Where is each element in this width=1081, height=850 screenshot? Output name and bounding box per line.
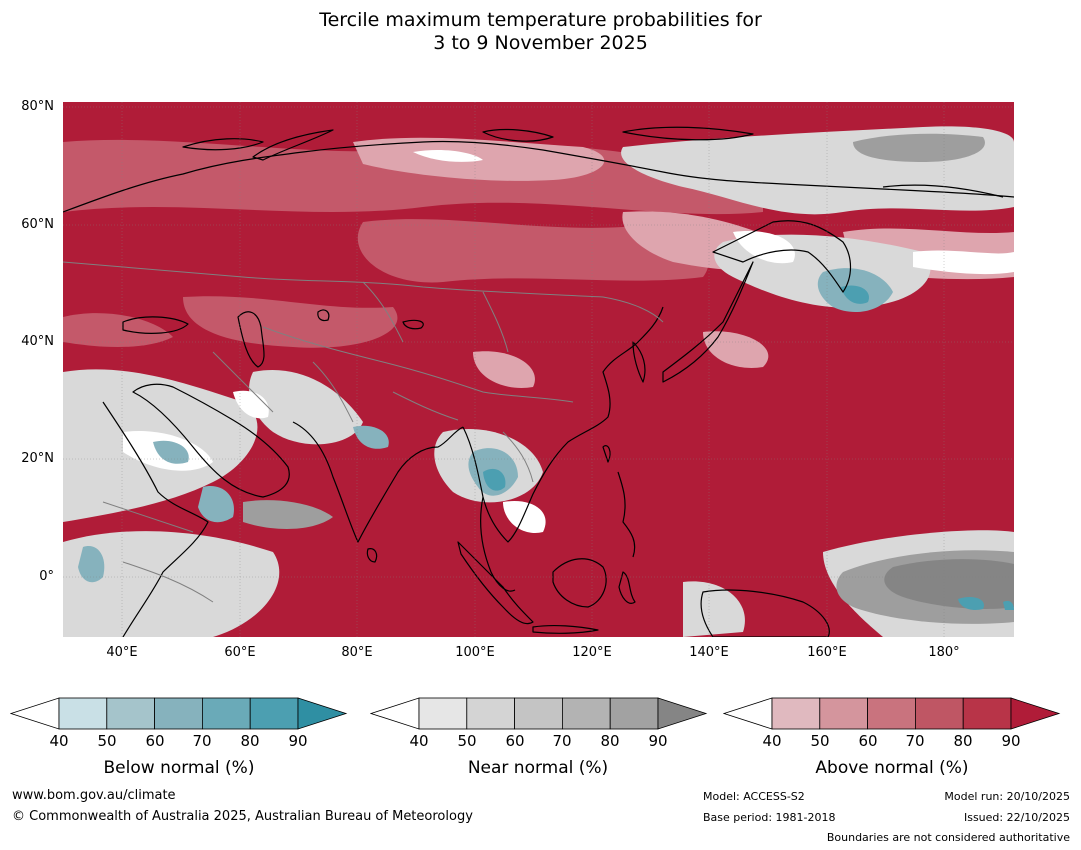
lat-label-40n: 40°N <box>21 334 54 349</box>
below-colorbar-upper-extension <box>297 697 348 730</box>
near-colorbar-bin-2 <box>466 697 516 730</box>
boundaries-disclaimer: Boundaries are not considered authoritat… <box>826 831 1070 844</box>
below-colorbar-lower-extension <box>10 697 60 730</box>
above-tick-40: 40 <box>762 732 782 750</box>
above-colorbar-bin-3 <box>867 697 916 730</box>
issued-date: Issued: 22/10/2025 <box>963 811 1070 824</box>
above-tick-70: 70 <box>905 732 925 750</box>
above-tick-90: 90 <box>1001 732 1021 750</box>
near-normal-darkest-region <box>884 559 1014 609</box>
near-tick-70: 70 <box>552 732 572 750</box>
above-colorbar-lower-extension <box>723 697 773 730</box>
lon-label-140e: 140°E <box>689 645 729 660</box>
coastlines <box>63 126 1014 637</box>
near-tick-40: 40 <box>409 732 429 750</box>
lat-label-20n: 20°N <box>21 451 54 466</box>
map-title-line2: 3 to 9 November 2025 <box>433 32 648 54</box>
near-colorbar-bin-3 <box>514 697 563 730</box>
source-url: www.bom.gov.au/climate <box>12 788 176 803</box>
lon-label-120e: 120°E <box>572 645 612 660</box>
near-normal-colorbar <box>370 697 708 730</box>
near-colorbar-bin-4 <box>561 697 611 730</box>
model-run-date: Model run: 20/10/2025 <box>944 790 1070 803</box>
lon-label-100e: 100°E <box>455 645 495 660</box>
below-tick-50: 50 <box>97 732 117 750</box>
near-normal-label: Near normal (%) <box>467 758 609 778</box>
lat-label-80n: 80°N <box>21 99 54 114</box>
map-title-line1: Tercile maximum temperature probabilitie… <box>319 9 762 31</box>
below-colorbar-bin-4 <box>201 697 251 730</box>
near-tick-80: 80 <box>600 732 620 750</box>
model-name: Model: ACCESS-S2 <box>703 790 805 803</box>
above-colorbar-bin-4 <box>914 697 964 730</box>
below-normal-strong-regions <box>483 285 1014 610</box>
lon-label-80e: 80°E <box>341 645 373 660</box>
near-colorbar-lower-extension <box>370 697 420 730</box>
near-tick-90: 90 <box>648 732 668 750</box>
base-period: Base period: 1981-2018 <box>703 811 836 824</box>
near-colorbar-bin-1 <box>418 697 468 730</box>
lon-label-160e: 160°E <box>807 645 847 660</box>
above-tick-60: 60 <box>858 732 878 750</box>
above-colorbar-upper-extension <box>1010 697 1061 730</box>
above-colorbar-bin-2 <box>819 697 869 730</box>
lat-label-60n: 60°N <box>21 217 54 232</box>
country-boundaries <box>63 261 664 603</box>
below-colorbar-bin-1 <box>58 697 108 730</box>
below-tick-80: 80 <box>240 732 260 750</box>
lon-label-180: 180° <box>928 645 960 660</box>
lon-label-40e: 40°E <box>106 645 138 660</box>
above-colorbar-bin-5 <box>962 697 1012 730</box>
lat-label-0: 0° <box>39 569 54 584</box>
above-normal-colorbar <box>723 697 1061 730</box>
above-colorbar-bin-1 <box>771 697 821 730</box>
lon-label-60e: 60°E <box>224 645 256 660</box>
below-normal-colorbar <box>10 697 348 730</box>
above-normal-label: Above normal (%) <box>815 758 969 778</box>
below-tick-90: 90 <box>288 732 308 750</box>
near-colorbar-upper-extension <box>657 697 708 730</box>
below-colorbar-bin-2 <box>106 697 156 730</box>
below-normal-label: Below normal (%) <box>103 758 255 778</box>
below-tick-40: 40 <box>49 732 69 750</box>
below-tick-70: 70 <box>192 732 212 750</box>
above-tick-50: 50 <box>810 732 830 750</box>
probability-map <box>63 102 1014 637</box>
below-tick-60: 60 <box>145 732 165 750</box>
graticule <box>63 102 1014 637</box>
near-tick-60: 60 <box>505 732 525 750</box>
below-colorbar-bin-5 <box>249 697 299 730</box>
near-colorbar-bin-5 <box>609 697 659 730</box>
below-colorbar-bin-3 <box>154 697 203 730</box>
above-tick-80: 80 <box>953 732 973 750</box>
copyright-notice: © Commonwealth of Australia 2025, Austra… <box>12 809 473 824</box>
near-tick-50: 50 <box>457 732 477 750</box>
